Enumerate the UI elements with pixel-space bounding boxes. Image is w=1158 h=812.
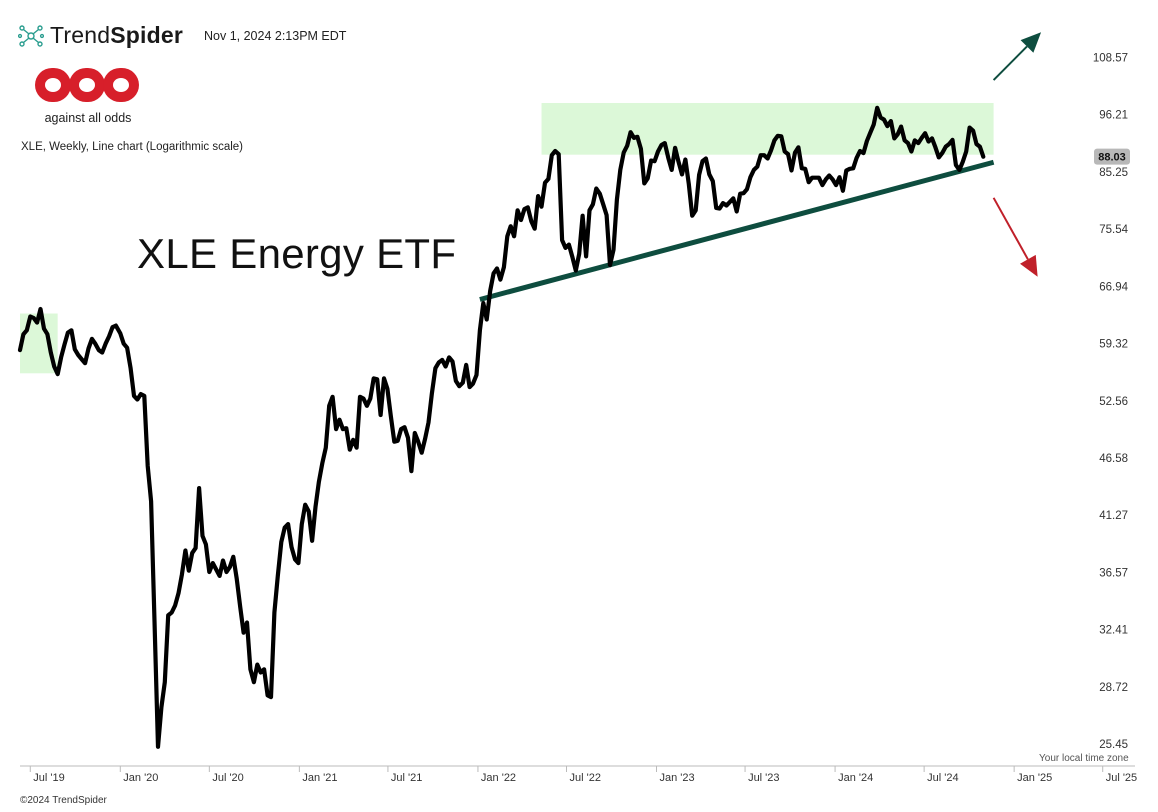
- x-tick-label: Jan '25: [1017, 772, 1052, 784]
- y-tick-label: 59.32: [1099, 338, 1128, 350]
- y-tick-label: 75.54: [1099, 224, 1128, 236]
- down-arrow-icon[interactable]: [992, 197, 1038, 277]
- y-tick-label: 36.57: [1099, 567, 1128, 579]
- x-tick-label: Jul '19: [33, 772, 64, 784]
- x-tick-label: Jan '22: [481, 772, 516, 784]
- spider-logo-icon: [18, 24, 44, 47]
- price-series-layer: [17, 105, 986, 749]
- resistance-zone[interactable]: [541, 103, 994, 155]
- logo-caption: against all odds: [44, 111, 132, 125]
- last-price-value: 88.03: [1098, 152, 1126, 164]
- last-price-badge-layer: 88.03: [1094, 148, 1130, 165]
- y-tick-label: 32.41: [1099, 625, 1128, 637]
- support-trendline[interactable]: [479, 159, 995, 302]
- x-tick-label: Jan '24: [838, 772, 873, 784]
- y-tick-label: 85.25: [1099, 167, 1128, 179]
- aao-logo-icon: [35, 68, 139, 102]
- price-line[interactable]: [17, 105, 986, 749]
- y-tick-label: 28.72: [1099, 682, 1128, 694]
- chart-description: XLE, Weekly, Line chart (Logarithmic sca…: [21, 141, 243, 153]
- x-tick-label: Jul '21: [391, 772, 422, 784]
- x-tick-label: Jul '23: [748, 772, 779, 784]
- y-axis: 25.45 28.72 32.41 36.57 41.27 46.58 52.56 59.32…: [1093, 52, 1129, 751]
- against-all-odds-logo: against all odds: [35, 66, 141, 125]
- arrows-layer: [992, 32, 1042, 277]
- last-price-badge: 88.03: [1094, 148, 1130, 165]
- y-tick-label: 25.45: [1099, 739, 1128, 751]
- x-axis: Jul '19 Jan '20 Jul '20 Jan '21 Jul '21 Jan '…: [20, 765, 1137, 784]
- x-tick-label: Jan '20: [123, 772, 158, 784]
- x-tick-label: Jan '23: [660, 772, 695, 784]
- trendline-layer: [479, 159, 995, 302]
- timezone-note[interactable]: Your local time zone: [1039, 753, 1129, 764]
- timestamp: Nov 1, 2024 2:13PM EDT: [204, 29, 347, 43]
- brand-name: TrendSpider: [50, 22, 184, 48]
- y-tick-label: 46.58: [1099, 453, 1128, 465]
- zones-layer: [20, 103, 994, 374]
- x-tick-label: Jul '24: [927, 772, 958, 784]
- brand: TrendSpider: [18, 22, 183, 49]
- x-tick-label: Jul '22: [569, 772, 600, 784]
- y-tick-label: 108.57: [1093, 52, 1128, 64]
- x-tick-label: Jan '21: [302, 772, 337, 784]
- y-tick-label: 96.21: [1099, 110, 1128, 122]
- y-tick-label: 66.94: [1099, 281, 1128, 293]
- x-tick-label: Jul '20: [212, 772, 243, 784]
- up-arrow-icon[interactable]: [992, 32, 1042, 81]
- x-tick-label: Jul '25: [1106, 772, 1137, 784]
- y-tick-label: 52.56: [1099, 396, 1128, 408]
- y-tick-label: 41.27: [1099, 510, 1128, 522]
- overlay-title: XLE Energy ETF: [137, 230, 457, 277]
- copyright: ©2024 TrendSpider: [20, 795, 107, 806]
